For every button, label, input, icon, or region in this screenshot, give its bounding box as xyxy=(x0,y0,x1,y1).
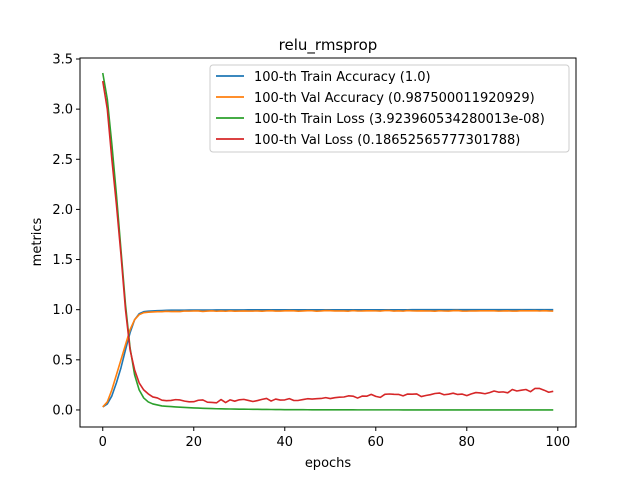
x-tick-label: 40 xyxy=(276,435,293,450)
axes-frame xyxy=(79,57,577,428)
y-tick-label: 0.0 xyxy=(52,403,73,418)
x-axis-label: epochs xyxy=(305,456,352,471)
y-tick-label: 0.5 xyxy=(52,353,73,368)
x-tick-label: 80 xyxy=(459,435,476,450)
x-axis: 0 20 40 60 80 100 xyxy=(99,427,570,450)
legend-label-1: 100-th Val Accuracy (0.987500011920929) xyxy=(254,91,535,106)
series-line-1 xyxy=(102,309,554,408)
chart-title: relu_rmsprop xyxy=(279,36,378,55)
y-tick-label: 3.0 xyxy=(52,103,73,118)
x-tick-label: 100 xyxy=(545,435,570,450)
legend-box xyxy=(209,64,570,153)
series-line-0 xyxy=(102,308,554,408)
legend-label-3: 100-th Val Loss (0.18652565777301788) xyxy=(254,133,520,148)
y-tick-label: 1.0 xyxy=(52,303,73,318)
legend-label-2: 100-th Train Loss (3.923960534280013e-08… xyxy=(254,112,545,127)
series-layer xyxy=(101,72,554,411)
y-tick-label: 2.0 xyxy=(52,203,73,218)
plot-area xyxy=(79,57,577,428)
series-line-3 xyxy=(101,80,554,404)
y-tick-label: 3.5 xyxy=(52,53,73,68)
y-tick-label: 2.5 xyxy=(52,153,73,168)
x-tick-label: 0 xyxy=(99,435,107,450)
y-axis-label: metrics xyxy=(30,217,45,266)
legend: 100-th Train Accuracy (1.0) 100-th Val Ac… xyxy=(209,64,570,153)
y-axis: 0.0 0.5 1.0 1.5 2.0 2.5 3.0 3.5 xyxy=(52,53,80,418)
legend-label-0: 100-th Train Accuracy (1.0) xyxy=(254,70,431,85)
x-tick-label: 60 xyxy=(368,435,385,450)
x-tick-label: 20 xyxy=(185,435,202,450)
y-tick-label: 1.5 xyxy=(52,253,73,268)
series-line-2 xyxy=(101,72,554,411)
